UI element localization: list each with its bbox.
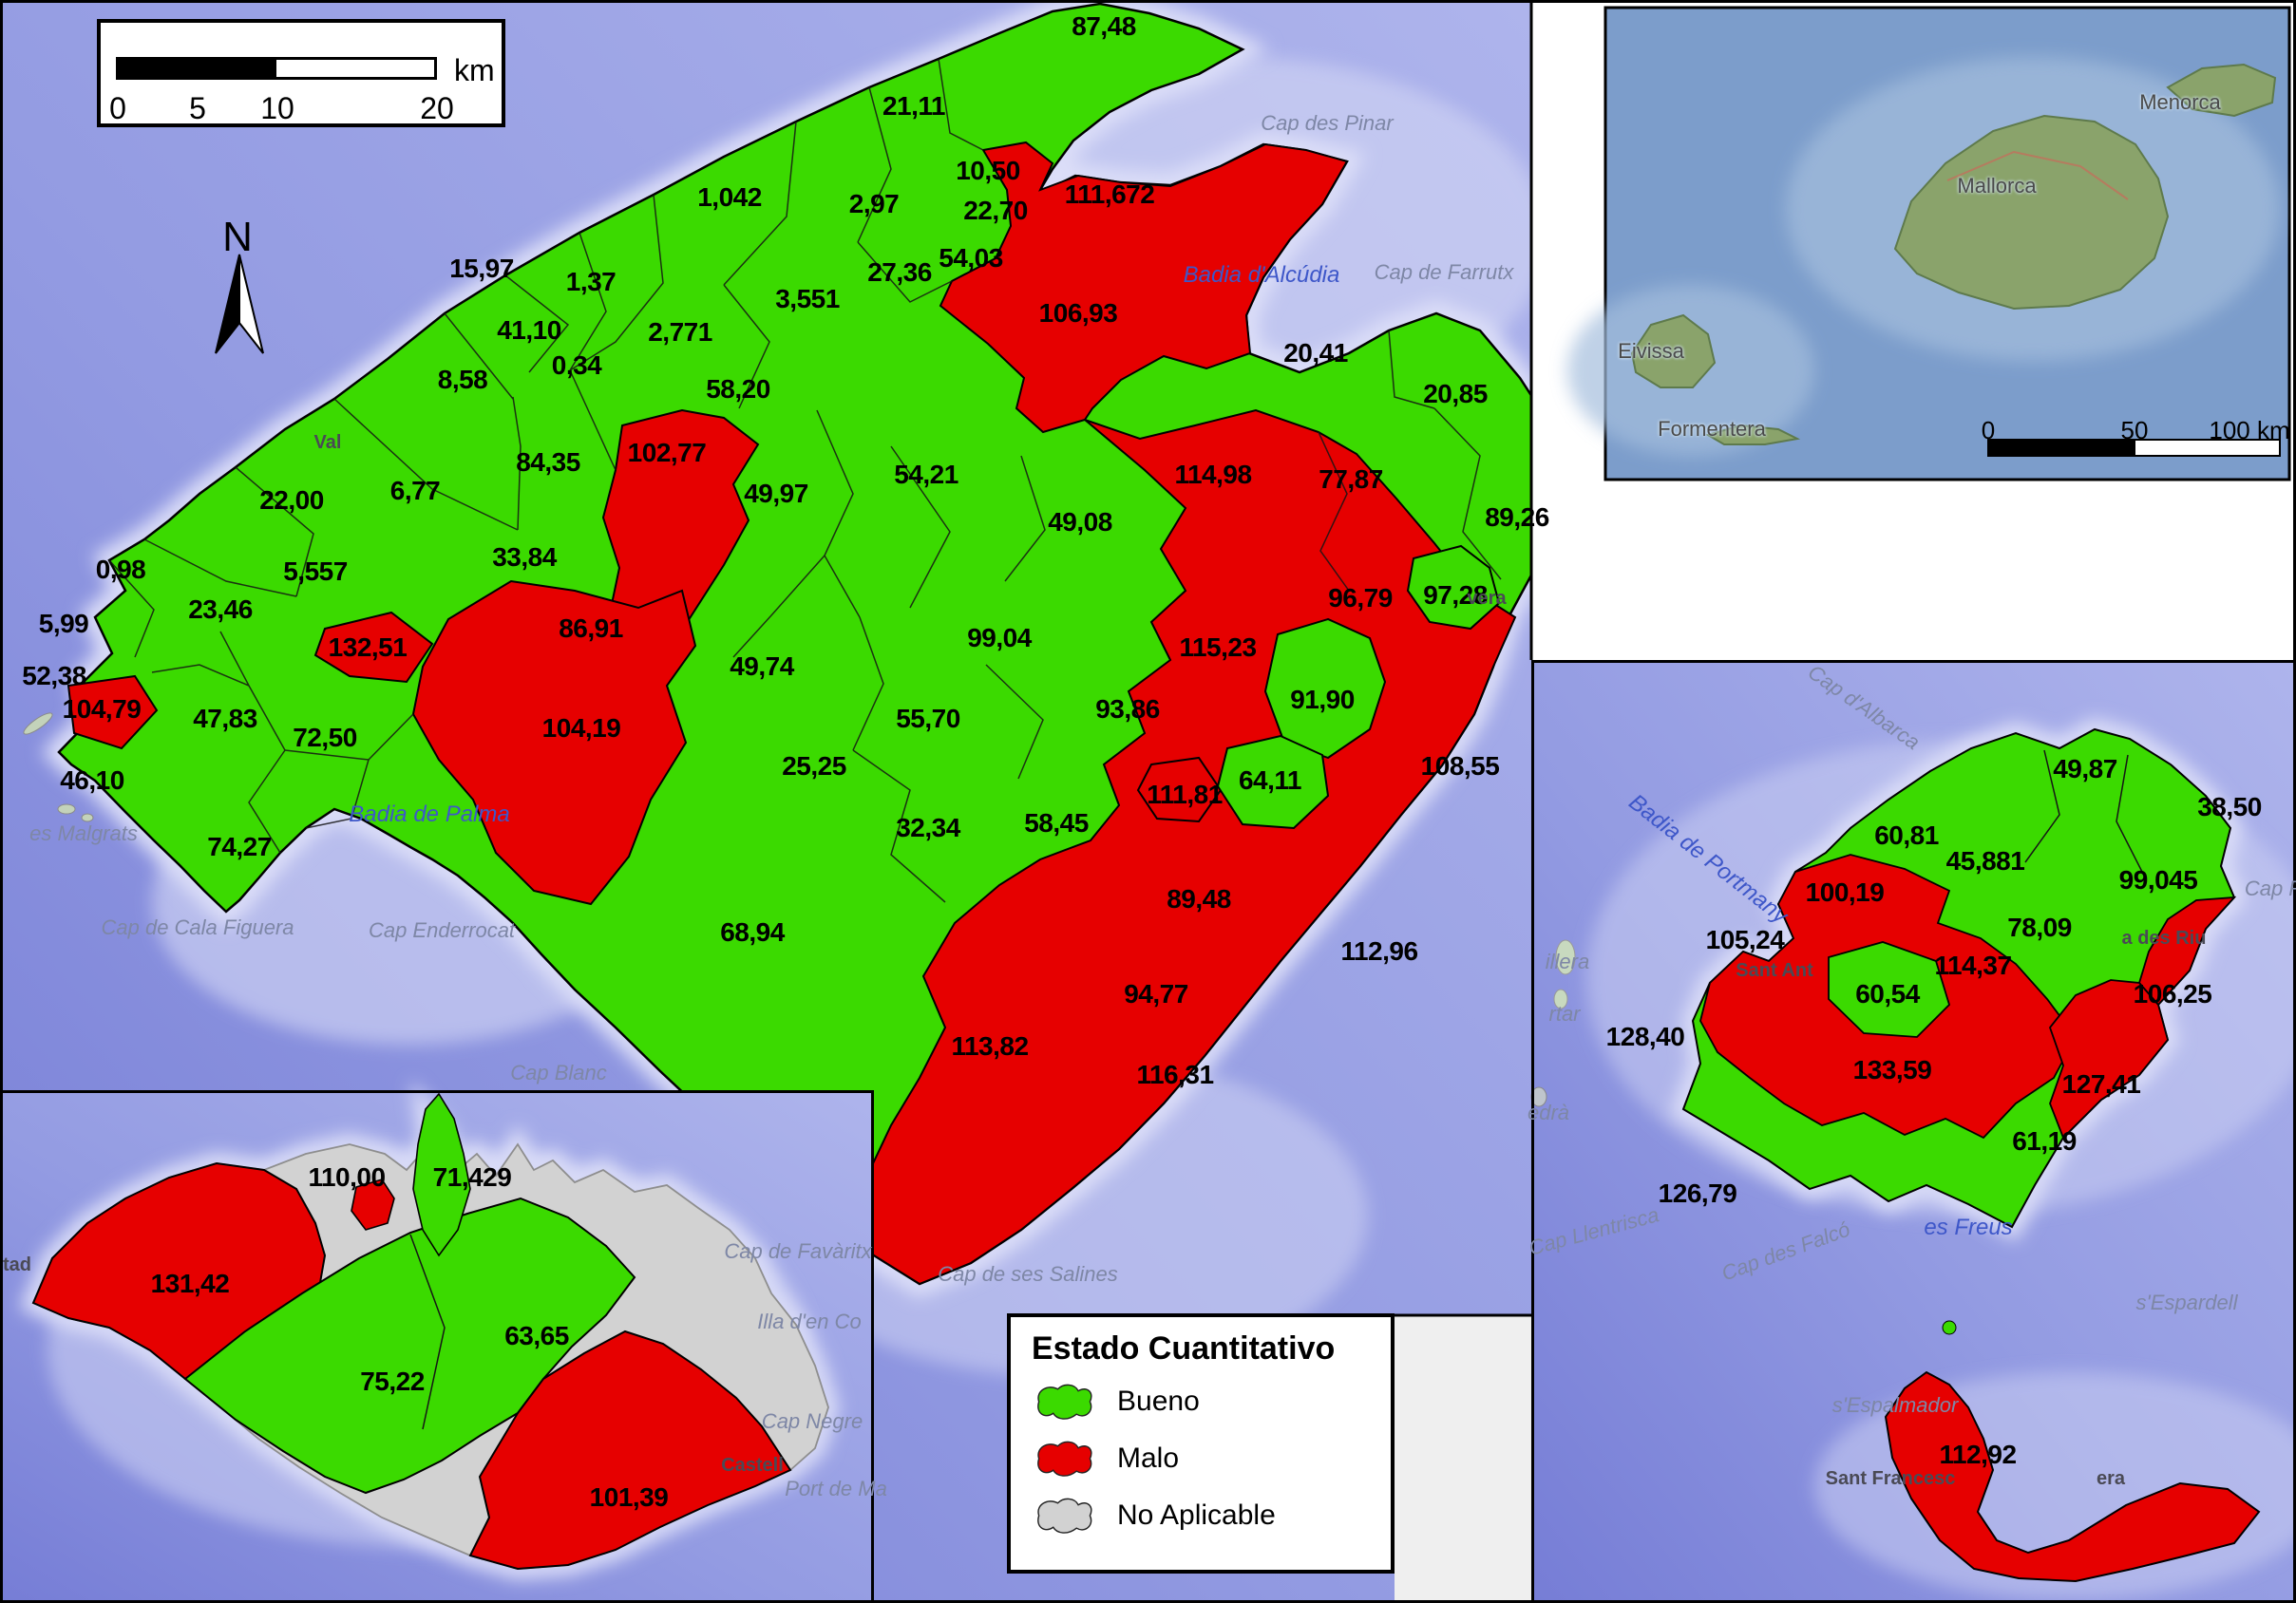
malo-zone-west [411,579,697,906]
scalebar-unit: km [454,53,495,87]
ibiza-inset [1530,660,2296,1603]
malo-zone-menorca-patch [351,1179,395,1231]
municipal-boundary [2116,754,2143,873]
legend-item-malo: Malo [1034,1434,1391,1483]
scalebar-white-segment [276,60,434,77]
scalebar-tick: 10 [260,91,294,125]
malo-zone-alcudia [939,141,1349,434]
overview-scale-tick: 100 km [2209,416,2290,444]
north-arrow-icon [215,254,264,354]
scalebar-tick: 20 [420,91,454,125]
malo-zone-menorca-south [468,1330,792,1571]
bueno-pocket [1216,734,1330,830]
malo-zone-center-west [601,408,760,667]
overview-island-label: Menorca [2139,90,2221,114]
legend: Estado Cuantitativo Bueno Malo No Aplica… [1007,1313,1395,1574]
municipal-boundary [2024,749,2060,863]
islet [1942,1320,1957,1335]
legend-item-label: Malo [1117,1443,1180,1474]
overview-mallorca-shape [1893,114,2170,311]
malo-zone-formentera [1884,1370,2261,1583]
bueno-zone-menorca-tip [412,1092,471,1257]
overview-eivissa-shape [1630,313,1717,388]
scalebar-bar [116,57,437,80]
scalebar-tick: 0 [109,91,126,125]
overview-islands [1630,63,2277,445]
malo-zone-ibiza-southeast [2048,979,2169,1140]
overview-inset [1531,0,2296,660]
islet [1553,989,1568,1009]
islets [23,712,94,822]
bueno-pocket-ibiza [1828,941,1951,1038]
overview-roads [1946,150,2129,200]
islet [1555,939,1576,975]
overview-scale-tick: 50 [2120,416,2149,444]
bueno-pocket [1406,544,1501,631]
legend-item-label: No Aplicable [1117,1499,1276,1531]
legend-item-bueno: Bueno [1034,1377,1391,1426]
overview-scale-tick: 0 [1981,416,1996,444]
municipal-boundary [409,1234,446,1430]
mallorca-bueno-pockets [1216,544,1501,830]
north-label: N [222,214,253,260]
overview-island-label: Mallorca [1957,174,2037,198]
overview-formentera-shape [1705,424,1801,445]
scalebar-tick: 5 [189,91,206,125]
scalebar: km 0 5 10 20 [97,19,505,127]
menorca-inset [0,1080,874,1603]
gray-panel [1395,1315,1531,1603]
malo-zone-southwest [66,674,159,750]
scalebar-black-segment [119,60,276,77]
overview-island-label: Formentera [1658,417,1766,441]
malo-swatch-icon [1037,1441,1092,1477]
main-map-mallorca [0,0,1585,1603]
legend-item-no-aplicable: No Aplicable [1034,1491,1391,1540]
legend-item-label: Bueno [1117,1386,1200,1417]
no-aplicable-swatch-icon [1037,1498,1092,1534]
malo-zone-small-west [313,611,434,684]
municipal-boundaries [108,58,1502,903]
overview-scalebar [1987,439,2281,457]
bueno-swatch-icon [1037,1384,1092,1420]
bueno-pocket [1263,617,1387,760]
overview-island-label: Eivissa [1618,339,1684,363]
overview-menorca-shape [2166,63,2277,118]
bueno-zone-menorca-band [183,1197,636,1495]
malo-zone-pocket [1136,756,1223,823]
legend-title: Estado Cuantitativo [1032,1330,1336,1367]
